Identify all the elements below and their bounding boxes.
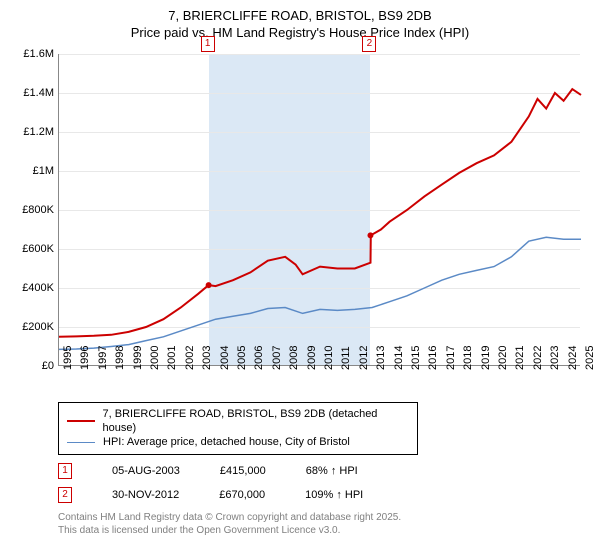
x-axis-label: 2003 [201, 345, 213, 369]
x-axis-label: 2020 [497, 345, 509, 369]
x-axis-label: 2018 [462, 345, 474, 369]
annotation-vs-hpi: 68% ↑ HPI [306, 465, 358, 477]
annotation-date: 05-AUG-2003 [112, 465, 180, 477]
x-axis-label: 2022 [532, 345, 544, 369]
x-axis-label: 1998 [114, 345, 126, 369]
x-axis-label: 2015 [410, 345, 422, 369]
y-axis-label: £200K [10, 321, 54, 333]
series-line [59, 237, 581, 349]
annotation-marker: 2 [58, 487, 72, 503]
chart-area: £0 £200K £400K £600K £800K £1M £1.2M £1.4M £1.6M… [10, 46, 590, 396]
legend-box: 7, BRIERCLIFFE ROAD, BRISTOL, BS9 2DB (d… [58, 402, 418, 455]
annotation-vs-hpi: 109% ↑ HPI [305, 489, 363, 501]
footer-text: Contains HM Land Registry data © Crown c… [58, 511, 590, 537]
legend-swatch [67, 420, 95, 422]
x-axis-label: 1995 [62, 345, 74, 369]
legend-label: HPI: Average price, detached house, City… [103, 435, 350, 449]
x-axis-label: 2000 [149, 345, 161, 369]
x-axis-label: 2007 [271, 345, 283, 369]
series-line [59, 89, 581, 337]
x-axis-label: 2023 [549, 345, 561, 369]
x-axis-label: 1997 [97, 345, 109, 369]
y-axis-label: £0 [10, 360, 54, 372]
sale-marker-1: 1 [201, 36, 215, 52]
annotation-date: 30-NOV-2012 [112, 489, 179, 501]
x-axis-label: 2025 [584, 345, 596, 369]
x-axis-label: 1996 [79, 345, 91, 369]
y-axis-label: £600K [10, 243, 54, 255]
x-axis-label: 2008 [288, 345, 300, 369]
x-axis-label: 1999 [132, 345, 144, 369]
x-axis-label: 2010 [323, 345, 335, 369]
x-axis-label: 2013 [375, 345, 387, 369]
x-axis-label: 2009 [306, 345, 318, 369]
sale-marker-2: 2 [362, 36, 376, 52]
annotation-marker: 1 [58, 463, 72, 479]
y-axis-label: £800K [10, 204, 54, 216]
footer-line1: Contains HM Land Registry data © Crown c… [58, 511, 590, 524]
legend-item: 7, BRIERCLIFFE ROAD, BRISTOL, BS9 2DB (d… [67, 407, 409, 436]
x-axis-label: 2017 [445, 345, 457, 369]
legend-item: HPI: Average price, detached house, City… [67, 435, 409, 449]
plot-region [58, 54, 580, 366]
annotation-row: 1 05-AUG-2003 £415,000 68% ↑ HPI [58, 463, 590, 479]
chart-lines [59, 54, 580, 365]
annotation-price: £415,000 [220, 465, 266, 477]
y-axis-label: £400K [10, 282, 54, 294]
chart-container: 7, BRIERCLIFFE ROAD, BRISTOL, BS9 2DB Pr… [0, 0, 600, 560]
x-axis-label: 2002 [184, 345, 196, 369]
chart-title-line2: Price paid vs. HM Land Registry's House … [10, 25, 590, 40]
legend-swatch [67, 442, 95, 444]
x-axis-label: 2012 [358, 345, 370, 369]
sale-point-dot [206, 282, 212, 288]
x-axis-label: 2024 [567, 345, 579, 369]
legend-label: 7, BRIERCLIFFE ROAD, BRISTOL, BS9 2DB (d… [103, 407, 409, 436]
y-axis-label: £1M [10, 165, 54, 177]
sale-point-dot [367, 232, 373, 238]
x-axis-label: 2004 [219, 345, 231, 369]
x-axis-label: 2019 [480, 345, 492, 369]
x-axis-label: 2011 [340, 346, 352, 370]
y-axis-label: £1.2M [10, 126, 54, 138]
x-axis-label: 2006 [253, 345, 265, 369]
x-axis-label: 2021 [514, 345, 526, 369]
chart-title-line1: 7, BRIERCLIFFE ROAD, BRISTOL, BS9 2DB [10, 8, 590, 25]
y-axis-label: £1.4M [10, 87, 54, 99]
annotation-price: £670,000 [219, 489, 265, 501]
x-axis-label: 2005 [236, 345, 248, 369]
y-axis-label: £1.6M [10, 48, 54, 60]
x-axis-label: 2016 [427, 345, 439, 369]
x-axis-label: 2001 [166, 345, 178, 369]
footer-line2: This data is licensed under the Open Gov… [58, 524, 590, 537]
x-axis-label: 2014 [393, 345, 405, 369]
annotation-row: 2 30-NOV-2012 £670,000 109% ↑ HPI [58, 487, 590, 503]
